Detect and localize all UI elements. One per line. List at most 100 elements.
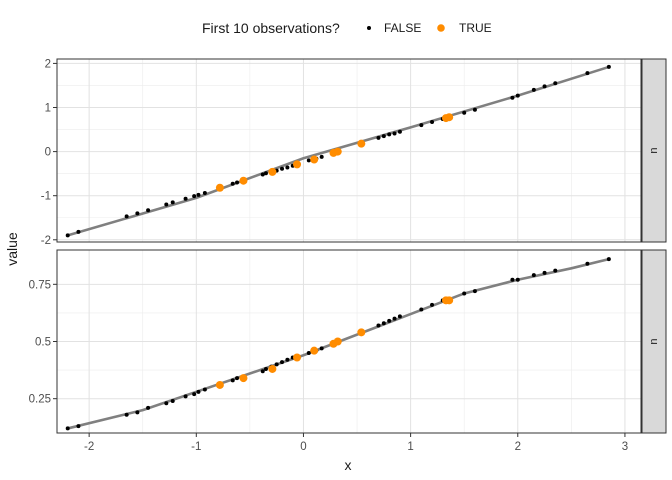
point-false: [387, 318, 392, 323]
point-false: [76, 424, 81, 429]
point-false: [430, 120, 435, 125]
point-false: [192, 194, 197, 199]
panel-1: 2 1 0 -1 -2 u: [41, 58, 667, 247]
y-tick-label: -1: [41, 191, 51, 203]
point-false: [392, 131, 397, 136]
y-tick-label: 1: [45, 103, 51, 115]
point-true: [333, 147, 342, 156]
y-tick-label: 0: [45, 147, 51, 159]
y-axis-title: value: [4, 232, 20, 266]
y-tick-label: 0.5: [35, 337, 51, 349]
x-tick-label: -1: [191, 441, 201, 453]
point-false: [260, 172, 265, 177]
point-true: [293, 160, 302, 169]
point-false: [164, 401, 169, 406]
point-false: [306, 350, 311, 355]
point-false: [585, 71, 590, 76]
point-false: [235, 376, 240, 381]
point-false: [285, 357, 290, 362]
point-true: [239, 374, 248, 383]
panel-border: [56, 58, 642, 243]
panel-2: 0.75 0.5 0.25 u: [29, 249, 667, 434]
facet-strip-label: u: [648, 147, 660, 153]
point-false: [531, 87, 536, 92]
panel-background: [57, 59, 641, 242]
point-false: [430, 302, 435, 307]
point-false: [280, 360, 285, 365]
point-false: [170, 200, 175, 205]
point-false: [585, 261, 590, 266]
x-tick-label: 0: [300, 441, 306, 453]
point-false: [306, 158, 311, 163]
point-false: [606, 64, 611, 69]
point-false: [462, 110, 467, 115]
point-true: [333, 337, 342, 346]
point-true: [268, 364, 277, 373]
y-tick-label: -2: [41, 235, 51, 247]
x-axis-ticks: -2 -1 0 1 2 3: [84, 433, 628, 453]
legend: First 10 observations? FALSE TRUE: [202, 20, 492, 36]
point-false: [553, 81, 558, 86]
point-false: [392, 316, 397, 321]
point-false: [274, 362, 279, 367]
x-tick-label: 3: [622, 441, 628, 453]
point-false: [170, 398, 175, 403]
point-true: [215, 380, 224, 389]
point-false: [542, 270, 547, 275]
point-false: [319, 154, 324, 159]
point-false: [76, 229, 81, 234]
facet-strip: [641, 249, 667, 434]
point-false: [202, 191, 207, 196]
point-false: [381, 321, 386, 326]
point-false: [285, 165, 290, 170]
legend-true-key: [437, 24, 445, 32]
point-false: [183, 196, 188, 201]
point-true: [445, 113, 454, 122]
point-false: [319, 346, 324, 351]
point-false: [280, 166, 285, 171]
point-false: [192, 392, 197, 397]
point-false: [146, 208, 151, 213]
x-axis-title: x: [345, 457, 352, 473]
point-false: [376, 135, 381, 140]
point-false: [65, 233, 70, 238]
y-tick-label: 0.25: [29, 394, 51, 406]
point-true: [310, 155, 319, 164]
point-true: [310, 346, 319, 355]
point-false: [397, 314, 402, 319]
y-tick-label: 0.75: [29, 279, 51, 291]
facet-strip-label: u: [648, 338, 660, 344]
point-false: [164, 202, 169, 207]
point-false: [419, 307, 424, 312]
point-false: [124, 214, 129, 219]
point-false: [553, 268, 558, 273]
point-true: [268, 167, 277, 176]
x-tick-label: -2: [84, 441, 94, 453]
point-false: [419, 123, 424, 128]
point-true: [357, 328, 366, 337]
point-false: [196, 192, 201, 197]
point-false: [230, 181, 235, 186]
point-false: [230, 378, 235, 383]
point-false: [146, 405, 151, 410]
point-false: [260, 369, 265, 374]
point-false: [472, 107, 477, 112]
point-false: [196, 389, 201, 394]
point-false: [531, 273, 536, 278]
point-false: [542, 84, 547, 89]
point-false: [235, 180, 240, 185]
point-false: [124, 412, 129, 417]
point-false: [387, 132, 392, 137]
legend-false-label: FALSE: [384, 21, 421, 35]
point-false: [135, 410, 140, 415]
facet-strip: [641, 58, 667, 243]
x-tick-label: 2: [515, 441, 521, 453]
point-false: [606, 257, 611, 262]
point-false: [462, 291, 467, 296]
point-false: [135, 211, 140, 216]
point-true: [293, 353, 302, 362]
point-true: [239, 176, 248, 185]
point-false: [397, 129, 402, 134]
legend-false-key: [367, 26, 371, 30]
